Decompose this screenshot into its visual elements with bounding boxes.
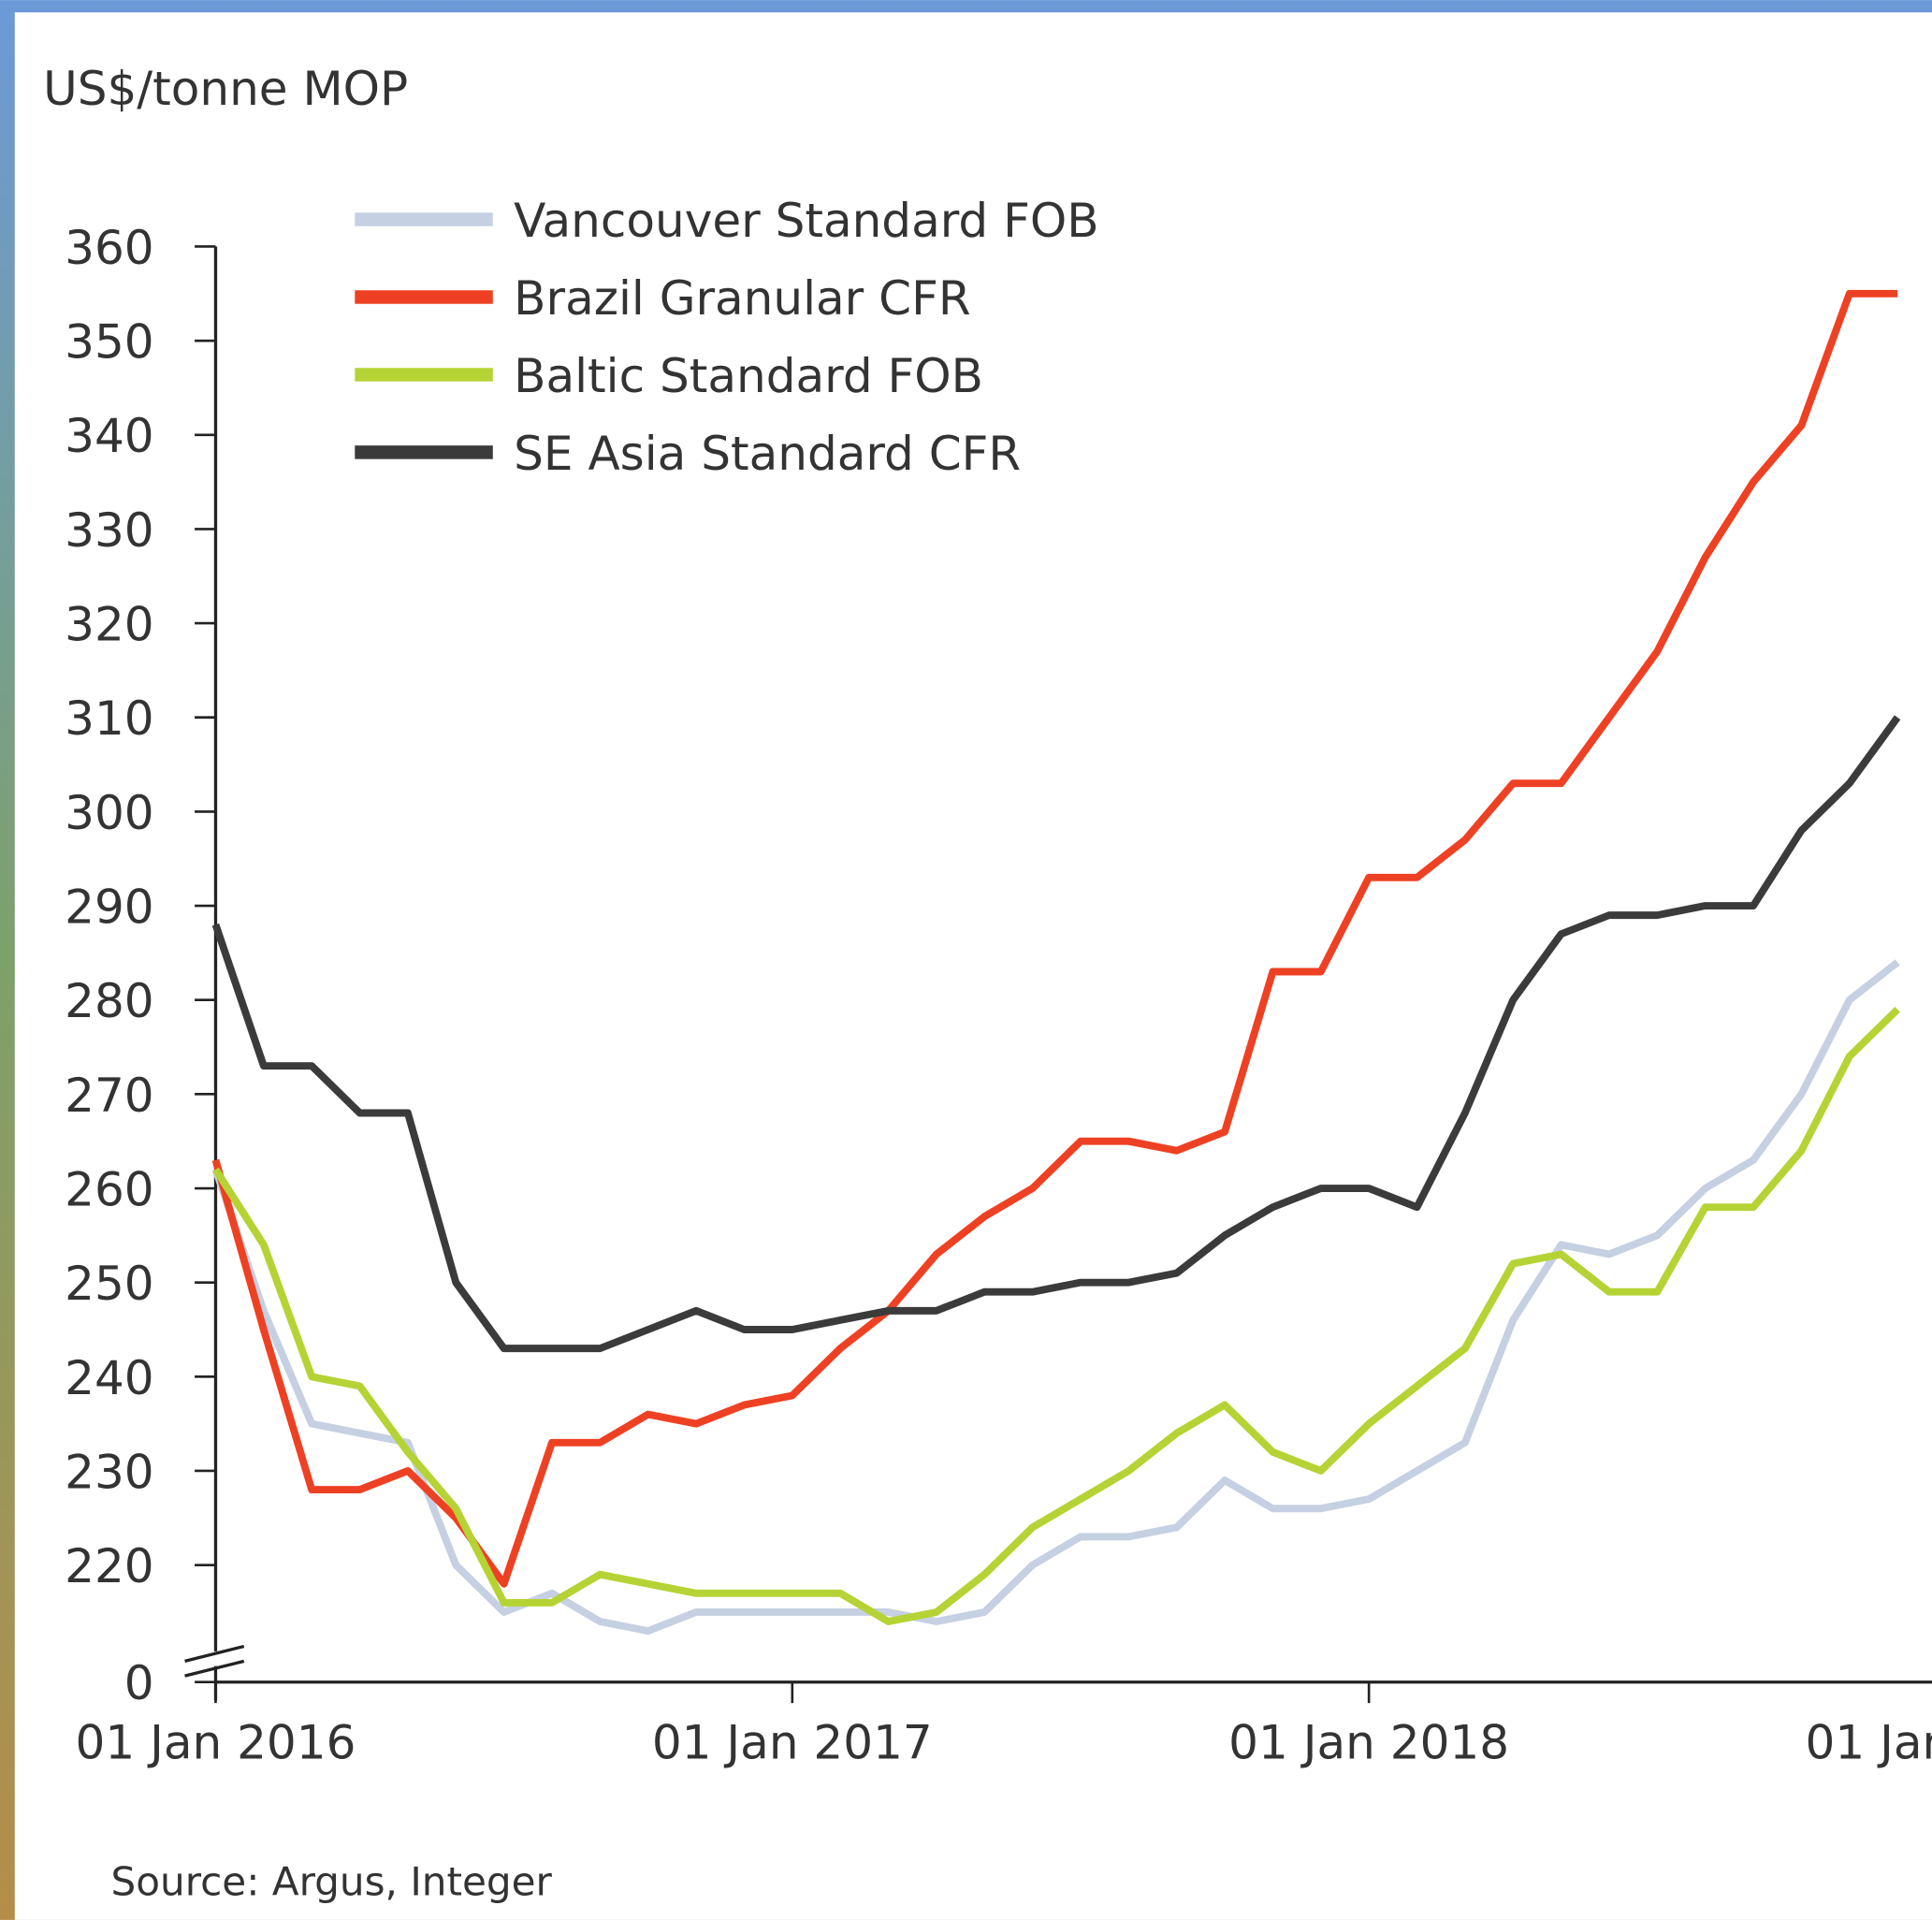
x-tick-label: 01 Jan 2017 (652, 1715, 933, 1769)
y-tick-label: 280 (65, 974, 154, 1028)
y-tick-label: 270 (65, 1069, 154, 1123)
y-tick-label: 230 (65, 1445, 154, 1499)
y-tick-label: 330 (65, 503, 154, 558)
chart-title: US$/tonne MOP (43, 62, 408, 116)
y-tick-label: 240 (65, 1351, 154, 1405)
y-tick-label: 220 (65, 1539, 154, 1593)
y-tick-label: 360 (65, 221, 154, 275)
legend-label: SE Asia Standard CFR (514, 427, 1021, 481)
axis-break (184, 1644, 245, 1663)
y-tick-label: 300 (65, 786, 154, 840)
y-tick-label: 290 (65, 880, 154, 934)
series-line (211, 289, 1898, 1588)
y-tick-label: 260 (65, 1162, 154, 1216)
y-tick-label: 0 (124, 1656, 154, 1710)
x-tick-label: 01 Jan 2016 (76, 1715, 356, 1769)
plot-panel (14, 12, 1932, 1920)
series-line (211, 959, 1900, 1636)
y-tick-label: 250 (65, 1257, 154, 1311)
series-line (211, 715, 1901, 1353)
x-tick-label: 01 Jan 2019 (1806, 1715, 1932, 1769)
series-line (212, 1006, 1900, 1625)
legend-label: Vancouver Standard FOB (514, 194, 1098, 248)
axis-break (184, 1659, 245, 1678)
y-tick-label: 320 (65, 598, 154, 652)
x-tick-label: 01 Jan 2018 (1228, 1715, 1509, 1769)
y-tick-label: 310 (65, 691, 154, 746)
y-tick-label: 350 (65, 315, 154, 370)
source: Source: Argus, Integer (111, 1859, 553, 1905)
legend-label: Baltic Standard FOB (514, 349, 983, 403)
legend-label: Brazil Granular CFR (514, 271, 970, 326)
y-tick-label: 340 (65, 409, 154, 463)
